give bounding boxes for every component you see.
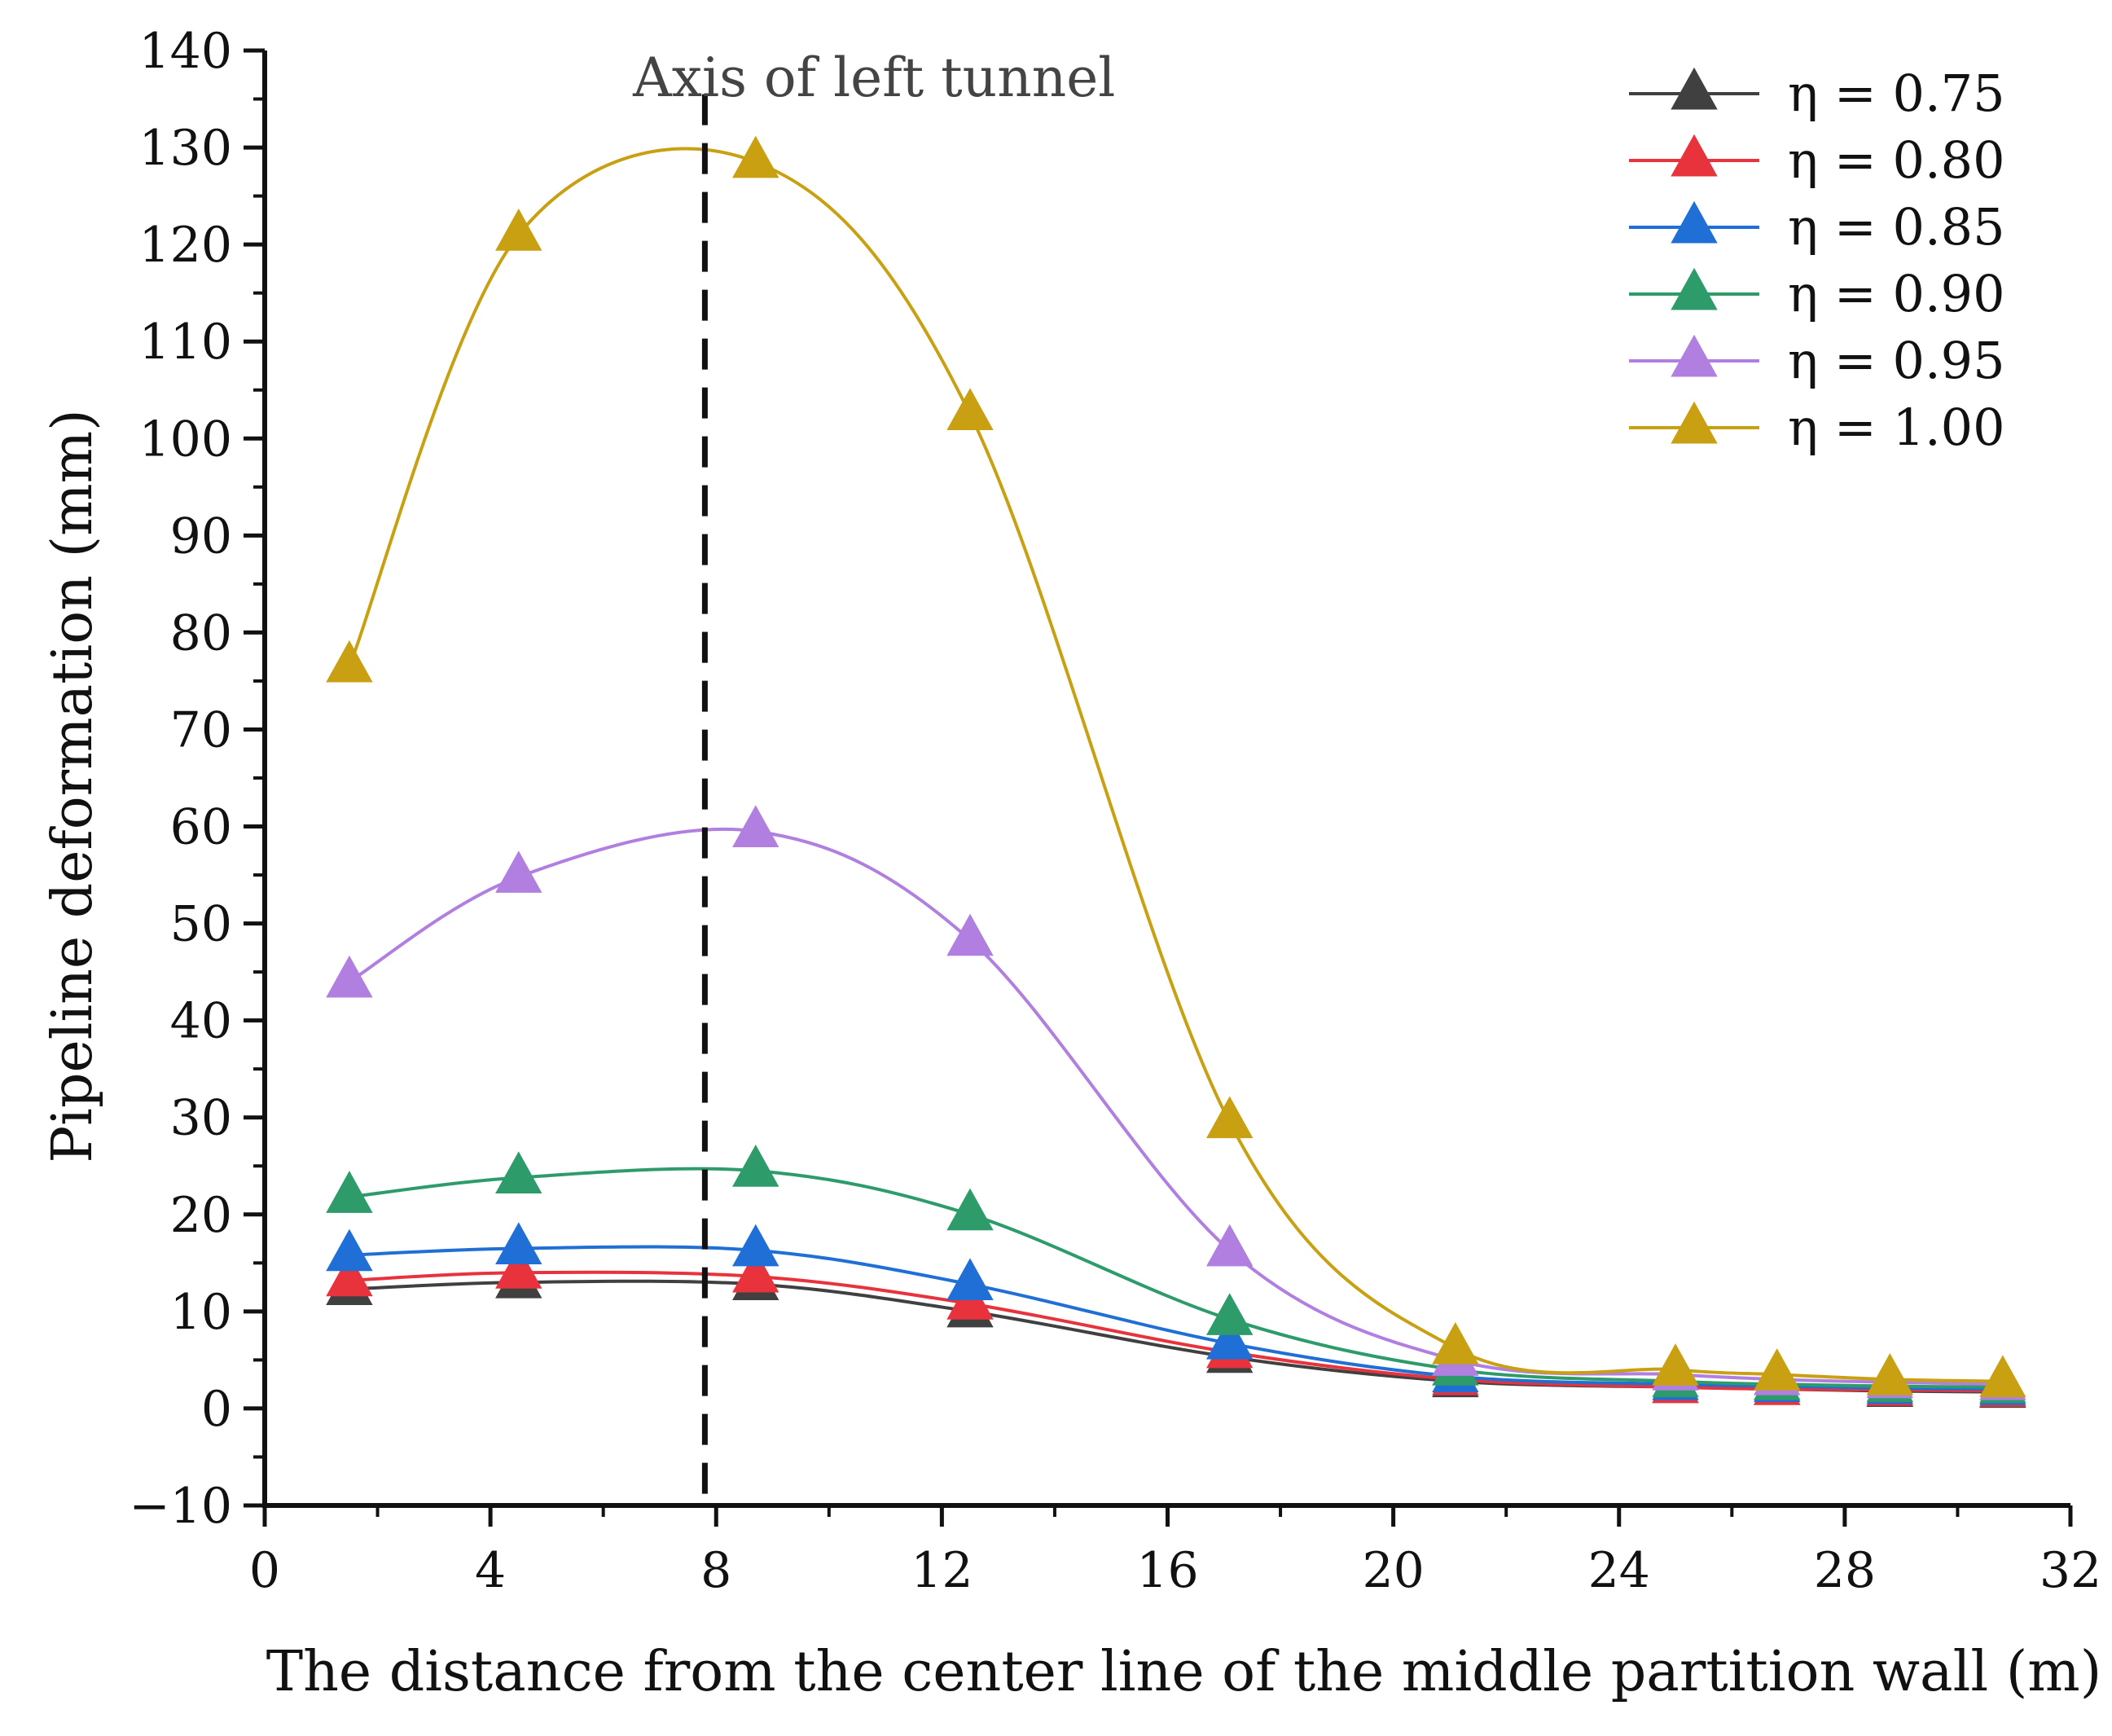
series-5-point-0	[326, 639, 373, 683]
legend-marker-1	[1671, 134, 1718, 177]
y-tick-label: 140	[138, 23, 232, 80]
y-tick-label: 110	[138, 314, 232, 371]
series-2-point-2	[732, 1224, 779, 1267]
x-tick-label: 4	[475, 1542, 506, 1599]
legend-label-4: η = 0.95	[1788, 331, 2005, 390]
x-tick-label: 28	[1814, 1542, 1876, 1599]
series-4-point-2	[732, 805, 779, 847]
x-tick-label: 20	[1362, 1542, 1424, 1599]
legend-label-3: η = 0.90	[1788, 264, 2005, 323]
x-tick-label: 24	[1588, 1542, 1650, 1599]
x-tick-label: 32	[2040, 1542, 2101, 1599]
y-tick-label: 120	[138, 217, 232, 274]
series-5-point-4	[1206, 1096, 1254, 1139]
ticks: −10 0 10 20 30 40 50 60 70 80 90 100 110 120 130 140 0 4 8…	[129, 23, 2101, 1599]
series-3-point-3	[946, 1188, 994, 1231]
series-5-point-1	[495, 209, 542, 251]
series-5-point-9	[1979, 1355, 2026, 1398]
series-5-point-8	[1866, 1353, 1913, 1395]
legend-marker-4	[1671, 334, 1718, 377]
legend-marker-5	[1671, 401, 1718, 444]
series-5-point-7	[1754, 1348, 1801, 1391]
x-tick-label: 12	[911, 1542, 973, 1599]
annotation: Axis of left tunnel	[632, 46, 1115, 1505]
left-tunnel-axis-label: Axis of left tunnel	[632, 46, 1115, 109]
legend-marker-2	[1671, 200, 1718, 244]
series-4-point-0	[326, 955, 373, 998]
series-5-point-6	[1652, 1343, 1699, 1386]
y-tick-label: 60	[170, 799, 232, 856]
series-4-point-3	[946, 913, 994, 956]
y-axis-title: Pipeline deformation (mm)	[41, 409, 105, 1162]
x-tick-label: 0	[249, 1542, 280, 1599]
x-tick-label: 8	[700, 1542, 731, 1599]
y-tick-label: 20	[170, 1187, 232, 1244]
series-5-point-2	[732, 135, 779, 178]
x-tick-label: 16	[1136, 1542, 1198, 1599]
legend-label-0: η = 0.75	[1788, 64, 2005, 123]
y-tick-label: 10	[170, 1284, 232, 1341]
y-tick-label: 90	[170, 508, 232, 565]
series-line-2	[349, 1245, 2003, 1391]
legend-marker-3	[1671, 267, 1718, 310]
y-tick-label: −10	[129, 1478, 232, 1535]
series-lines	[348, 147, 2003, 1394]
series-1-point-2	[732, 1250, 779, 1293]
series-2-point-1	[495, 1222, 542, 1264]
series-3-point-2	[732, 1145, 779, 1187]
series-2-point-3	[946, 1258, 994, 1300]
series-markers	[326, 135, 2026, 1409]
series-1-point-1	[495, 1246, 542, 1289]
series-line-5	[348, 147, 2003, 1383]
y-tick-label: 0	[201, 1381, 232, 1438]
series-3-point-4	[1206, 1293, 1254, 1335]
series-5-point-3	[946, 388, 994, 430]
y-tick-label: 80	[170, 604, 232, 661]
y-tick-label: 100	[138, 411, 232, 468]
y-tick-label: 30	[170, 1090, 232, 1147]
series-2-point-0	[326, 1228, 373, 1272]
series-2-point-4	[1206, 1316, 1254, 1360]
legend: η = 0.75 η = 0.80 η = 0.85 η = 0.90 η = 0.95…	[1629, 64, 2005, 457]
series-5-point-5	[1432, 1321, 1479, 1365]
series-4-point-4	[1206, 1224, 1254, 1267]
legend-label-2: η = 0.85	[1788, 197, 2005, 257]
series-1-point-0	[326, 1254, 373, 1297]
legend-label-5: η = 1.00	[1788, 398, 2005, 457]
series-line-3	[349, 1167, 2003, 1389]
y-tick-label: 130	[138, 120, 232, 177]
legend-label-1: η = 0.80	[1788, 130, 2005, 190]
y-tick-label: 40	[170, 993, 232, 1050]
y-tick-label: 70	[170, 701, 232, 758]
series-3-point-0	[326, 1171, 373, 1213]
y-tick-label: 50	[170, 896, 232, 953]
x-axis-title: The distance from the center line of the…	[266, 1640, 2102, 1704]
legend-marker-0	[1671, 67, 1718, 110]
series-3-point-1	[495, 1151, 542, 1194]
series-4-point-1	[495, 850, 542, 893]
